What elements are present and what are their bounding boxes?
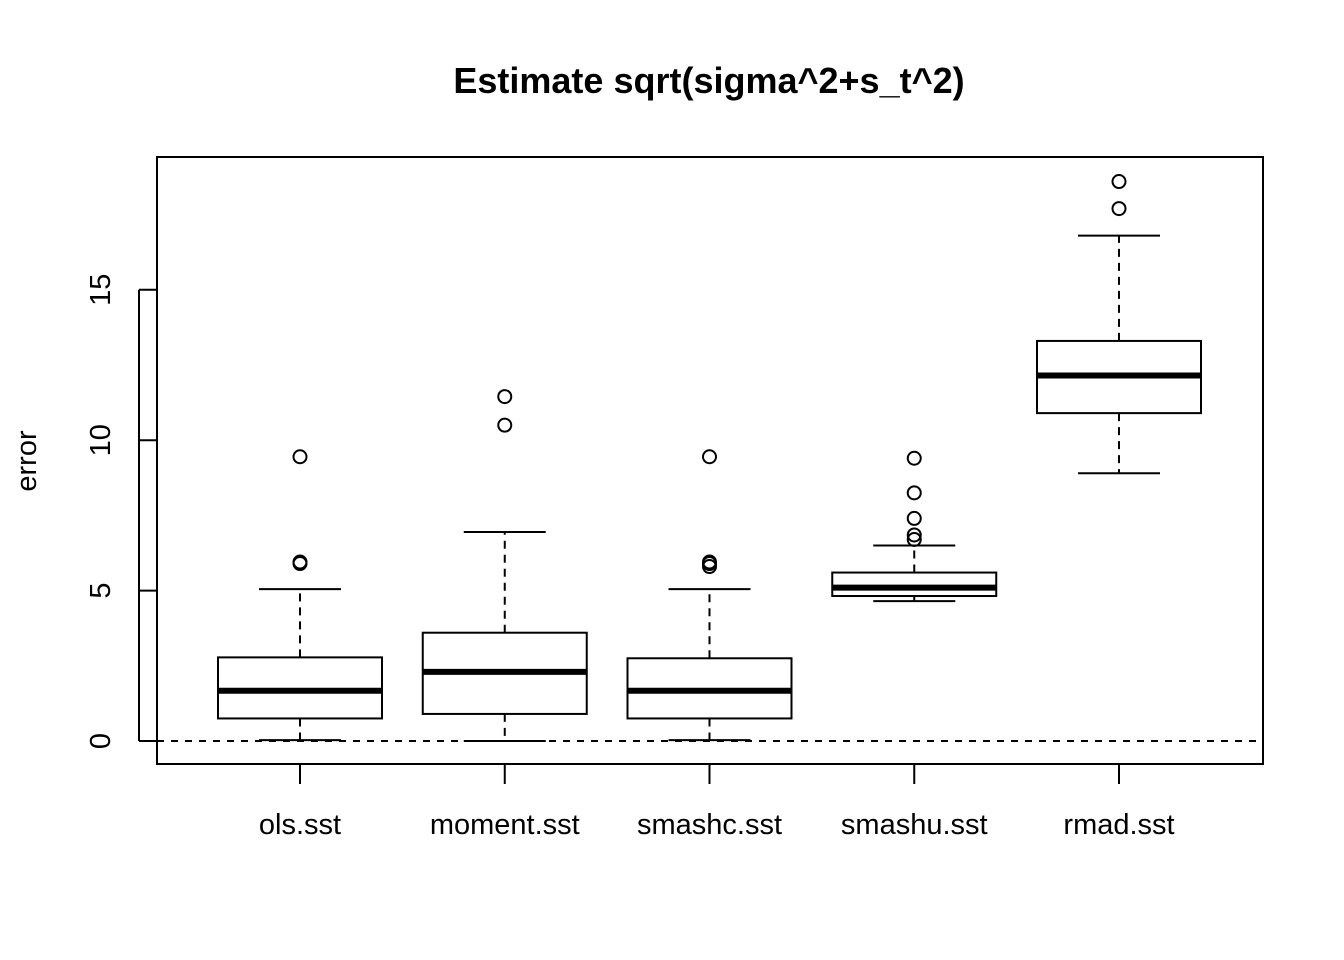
box-group-ols-sst: [217, 449, 383, 742]
y-axis-label: error: [11, 430, 43, 492]
outlier-point: [1111, 201, 1127, 217]
y-tick-label: 5: [85, 583, 117, 599]
outlier-point: [906, 531, 922, 547]
box-group-smashu-sst: [831, 450, 998, 603]
x-tick-label: moment.sst: [430, 809, 580, 841]
outlier-point: [292, 449, 308, 465]
y-tick-label: 15: [85, 274, 117, 306]
y-axis: 0 5 10 15: [85, 274, 157, 749]
outlier-point: [906, 527, 922, 543]
boxes-layer: [217, 174, 1202, 742]
box-group-moment-sst: [421, 389, 588, 742]
outlier-point: [1111, 174, 1127, 190]
outlier-point: [497, 417, 513, 433]
x-axis: ols.sst moment.sst smashc.sst smashu.sst rma…: [259, 764, 1175, 841]
y-tick-label: 0: [85, 733, 117, 749]
box-group-rmad-sst: [1036, 174, 1202, 475]
outlier-point: [906, 485, 922, 501]
outlier-point: [497, 389, 513, 405]
y-tick-label: 10: [85, 424, 117, 456]
outlier-point: [906, 450, 922, 466]
x-tick-label: rmad.sst: [1063, 809, 1174, 841]
outlier-point: [292, 554, 308, 570]
outlier-point: [906, 510, 922, 526]
box-iqr: [831, 571, 998, 598]
x-tick-label: smashu.sst: [841, 809, 988, 841]
x-tick-label: smashc.sst: [637, 809, 782, 841]
box-group-smashc-sst: [626, 449, 793, 742]
outlier-point: [702, 554, 717, 570]
chart-title: Estimate sqrt(sigma^2+s_t^2): [453, 60, 964, 101]
outlier-point: [702, 449, 717, 465]
x-tick-label: ols.sst: [259, 809, 341, 841]
